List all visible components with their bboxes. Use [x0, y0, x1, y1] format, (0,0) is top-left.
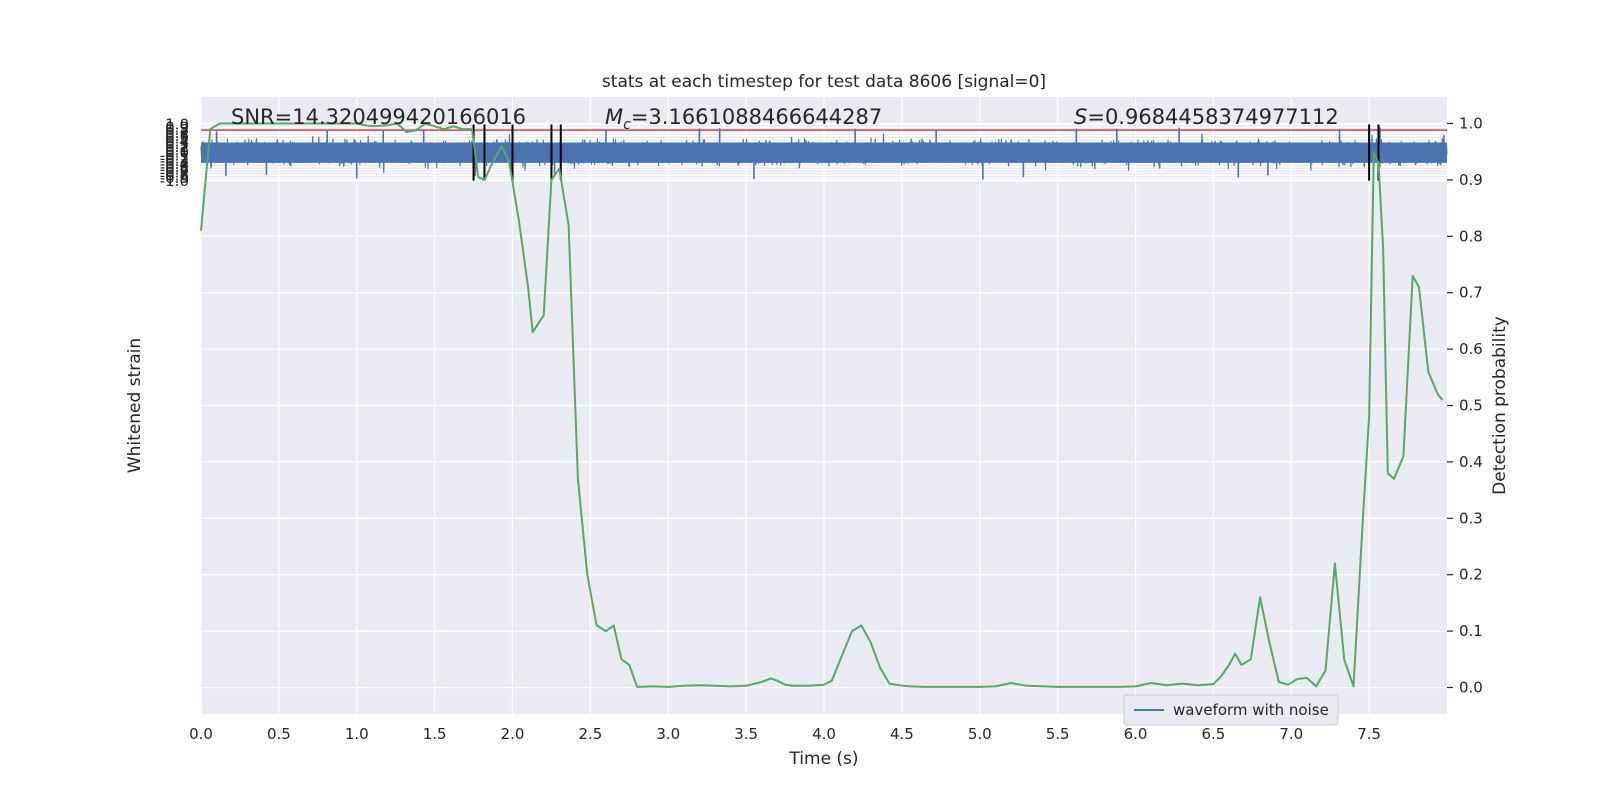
y-tick-labels: 1.00.90.80.70.60.50.40.30.20.10.0-0.1-0.…: [160, 116, 189, 190]
legend-label-waveform: waveform with noise: [1173, 701, 1329, 719]
y-tick-label: -0.2: [160, 149, 189, 167]
y-tick-label: 0.0: [165, 144, 189, 162]
score-annotation: S=0.9684458374977112: [1074, 105, 1339, 129]
y2-tick-label: 0.4: [1459, 453, 1483, 471]
y-tick-label: 0.1: [165, 141, 189, 159]
snr-annotation: SNR=14.320499420166016: [231, 105, 526, 129]
y-tick-label: 0.7: [165, 124, 189, 142]
y-axis-label: Whitened strain: [125, 338, 145, 473]
chirp-mass-symbol: M: [605, 105, 623, 129]
y-tick-label: -0.5: [160, 158, 189, 176]
y2-tick-label: 0.0: [1459, 679, 1483, 697]
score-symbol: S: [1074, 105, 1087, 129]
waveform-line: [200, 133, 1448, 174]
y2-tick-label: 0.6: [1459, 340, 1483, 358]
x-tick-label: 6.0: [1124, 725, 1148, 743]
x-tick-label: 6.5: [1201, 725, 1225, 743]
x-tick-label: 0.5: [267, 725, 291, 743]
x-axis-label: Time (s): [788, 749, 858, 769]
y-tick-label: -0.4: [160, 155, 189, 173]
legend-box: [1123, 694, 1339, 726]
x-tick-label: 3.5: [734, 725, 758, 743]
y-tick-label: 0.5: [165, 130, 189, 148]
x-tick-label: 2.0: [501, 725, 525, 743]
legend: waveform with noise: [1123, 694, 1339, 726]
x-tick-label: 5.0: [968, 725, 992, 743]
y-tick-label: 0.9: [165, 118, 189, 136]
y-tick-label: 1.0: [165, 116, 189, 134]
y2-tick-label: 0.7: [1459, 284, 1483, 302]
y2-tick-label: 0.8: [1459, 227, 1483, 245]
chirp-mass-subscript: c: [623, 117, 631, 133]
y-tick-label: 0.2: [165, 138, 189, 156]
y2-tick-label: 0.3: [1459, 509, 1483, 527]
x-tick-label: 1.0: [345, 725, 369, 743]
y-tick-label: -0.8: [160, 166, 189, 184]
x-tick-label: 7.0: [1279, 725, 1303, 743]
y2-tick-labels: 1.0 0.9 0.8 0.7 0.6 0.5 0.4 0.3 0.2 0.1 0.0: [1447, 115, 1483, 697]
y-tick-label: -0.6: [160, 161, 189, 179]
y2-tick-label: 0.2: [1459, 566, 1483, 584]
y-tick-label: -1.0: [160, 172, 189, 190]
x-tick-label: 3.0: [656, 725, 680, 743]
score-value: =0.9684458374977112: [1087, 105, 1338, 129]
y2-tick-label: 0.9: [1459, 171, 1483, 189]
y-tick-label: -0.3: [160, 152, 189, 170]
x-tick-label: 0.0: [189, 725, 213, 743]
y2-tick-label: 0.1: [1459, 622, 1483, 640]
y-tick-label: -0.1: [160, 147, 189, 165]
probability-line: [200, 122, 1444, 688]
y-tick-label: 0.6: [165, 127, 189, 145]
x-tick-label: 4.5: [890, 725, 914, 743]
y2-tick-label: 0.5: [1459, 397, 1483, 415]
y2-tick-label: 1.0: [1459, 115, 1483, 133]
chart-title: stats at each timestep for test data 860…: [602, 72, 1046, 92]
x-tick-labels: 0.0 0.5 1.0 1.5 2.0 2.5 3.0 3.5 4.0 4.5 5.0 5.5 6.0 6…: [189, 725, 1381, 743]
chirp-mass-annotation: Mc=3.1661088466644287: [605, 105, 882, 133]
x-tick-label: 4.0: [812, 725, 836, 743]
y-tick-label: 0.4: [165, 132, 189, 150]
x-tick-label: 2.5: [578, 725, 602, 743]
x-tick-label: 7.5: [1357, 725, 1381, 743]
y2-axis-label: Detection probability: [1490, 316, 1510, 495]
y-tick-label: 0.8: [165, 121, 189, 139]
y-tick-label: -0.7: [160, 163, 189, 181]
detection-probability-series: [200, 122, 1444, 688]
vertical-markers: [472, 124, 1380, 181]
y-tick-label: 0.3: [165, 135, 189, 153]
x-tick-label: 5.5: [1046, 725, 1070, 743]
y-tick-label: -0.9: [160, 169, 189, 187]
x-tick-label: 1.5: [423, 725, 447, 743]
chirp-mass-value: =3.1661088466644287: [631, 105, 882, 129]
